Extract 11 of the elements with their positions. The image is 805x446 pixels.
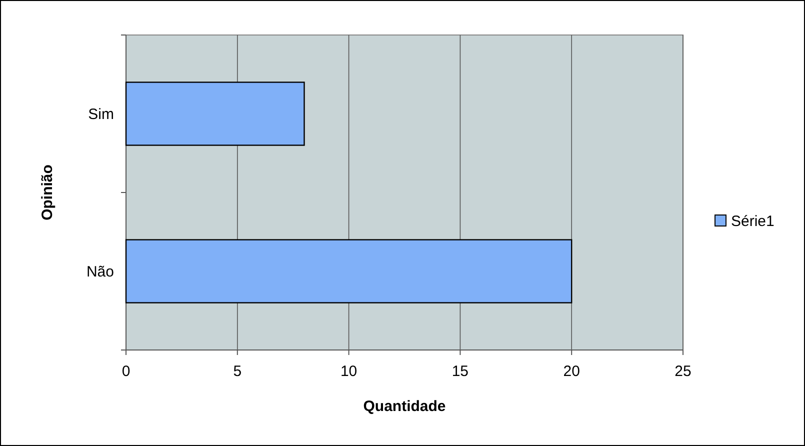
x-tick-label: 25 (674, 363, 692, 380)
x-tick-label: 20 (563, 363, 580, 380)
legend-label: Série1 (731, 213, 774, 230)
x-tick-label: 5 (233, 363, 242, 380)
x-tick-label: 10 (340, 363, 358, 380)
x-tick-label: 0 (122, 363, 130, 380)
y-axis-title: Opinião (39, 164, 56, 220)
y-tick-label: Sim (88, 106, 114, 123)
x-tick-label: 15 (452, 363, 469, 380)
x-axis-title: Quantidade (363, 398, 446, 415)
y-tick-label: Não (86, 263, 114, 280)
